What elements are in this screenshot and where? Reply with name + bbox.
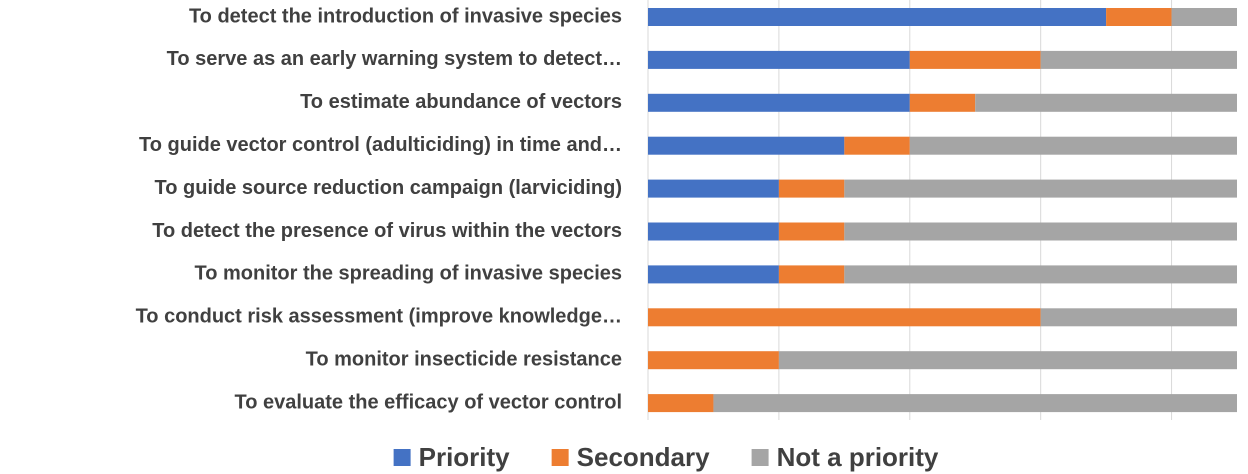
bar-segment [648, 222, 779, 241]
bar-segment [844, 265, 1237, 284]
legend-label: Secondary [577, 442, 710, 472]
bar-segment [844, 179, 1237, 198]
category-label: To guide vector control (adulticiding) i… [139, 134, 622, 156]
bar-segment [648, 8, 1107, 26]
bar-segment [909, 93, 976, 112]
bar-segment [1040, 308, 1237, 327]
bar-segment [648, 179, 779, 198]
category-label: To detect the introduction of invasive s… [189, 5, 622, 27]
bar-segment [778, 222, 845, 241]
category-label: To guide source reduction campaign (larv… [155, 177, 622, 199]
category-label: To estimate abundance of vectors [300, 91, 622, 113]
bar-segment [778, 351, 1237, 370]
bar-segment [1040, 50, 1237, 69]
legend-swatch [551, 449, 569, 466]
bar-segment [648, 351, 779, 370]
bar-segment [713, 394, 1237, 413]
bar-segment [648, 394, 714, 413]
category-label: To detect the presence of virus within t… [152, 220, 622, 242]
category-label: To evaluate the efficacy of vector contr… [234, 391, 622, 413]
bar-segment [648, 308, 1041, 327]
category-label: To monitor the spreading of invasive spe… [194, 263, 622, 285]
legend-swatch [393, 449, 411, 466]
bar-segment [648, 93, 910, 112]
bar-segment [909, 136, 1237, 155]
bar-segment [648, 136, 845, 155]
category-label: To conduct risk assessment (improve know… [136, 306, 622, 328]
bar-segment [909, 50, 1041, 69]
legend-swatch [751, 449, 769, 466]
legend-label: Not a priority [777, 442, 939, 472]
bar-segment [844, 222, 1237, 241]
bar-segment [844, 136, 910, 155]
category-label: To monitor insecticide resistance [306, 348, 622, 370]
bar-segment [648, 265, 779, 284]
bar-segment [778, 179, 845, 198]
bar-segment [648, 50, 910, 69]
bar-segment [1171, 8, 1237, 26]
bar-segment [778, 265, 845, 284]
category-label: To serve as an early warning system to d… [167, 48, 622, 70]
bar-segment [1106, 8, 1172, 26]
bar-segment [975, 93, 1237, 112]
legend-label: Priority [419, 442, 511, 472]
